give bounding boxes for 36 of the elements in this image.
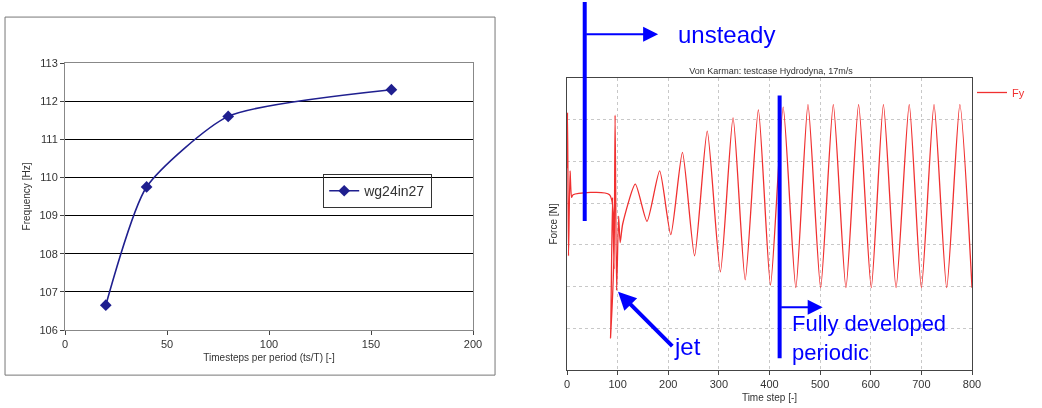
x-axis-title: Time step [-] — [741, 391, 798, 403]
point — [99, 299, 112, 312]
x-tick-label: 600 — [861, 378, 880, 391]
y-tick-label: 109 — [39, 209, 58, 222]
point — [222, 110, 235, 123]
ref-line-label: Fully developed periodic — [792, 311, 947, 365]
x-tick-label: 700 — [912, 378, 931, 391]
x-tick-label: 100 — [259, 338, 279, 351]
x-tick-label: 0 — [61, 338, 69, 351]
legend-label: wg24in27 — [363, 183, 425, 200]
y-axis-title: Frequency [Hz] — [21, 162, 33, 231]
y-tick-label: 110 — [40, 171, 58, 184]
point — [140, 181, 153, 193]
x-tick-label: 50 — [160, 338, 174, 351]
ref-line-label: unsteady — [678, 21, 776, 48]
y-tick-label: 112 — [40, 94, 58, 107]
x-tick-label: 100 — [608, 378, 627, 391]
y-tick-label: 107 — [39, 285, 58, 298]
x-axis-title: Timesteps per period (ts/T) [-] — [203, 351, 335, 363]
x-tick-label: 200 — [659, 378, 678, 391]
x-tick-label: 800 — [962, 378, 982, 391]
chart-title: Von Karman: testcase Hydrodyna, 17m/s — [689, 66, 854, 77]
x-tick-label: 200 — [463, 338, 483, 351]
legend-label: Fy — [1012, 86, 1025, 99]
y-tick-label: 108 — [39, 247, 58, 260]
y-tick-label: 111 — [41, 133, 58, 146]
x-tick-label: 300 — [709, 378, 729, 391]
y-tick-label: 113 — [40, 56, 58, 69]
x-tick-label: 400 — [760, 378, 779, 391]
x-tick-label: 150 — [361, 338, 381, 351]
y-tick-label: 106 — [39, 323, 58, 336]
y-axis-title: Force [N] — [548, 203, 559, 245]
x-tick-label: 0 — [563, 378, 571, 391]
point — [385, 83, 398, 96]
x-tick-label: 500 — [810, 378, 830, 391]
annotation: jet — [674, 333, 701, 360]
